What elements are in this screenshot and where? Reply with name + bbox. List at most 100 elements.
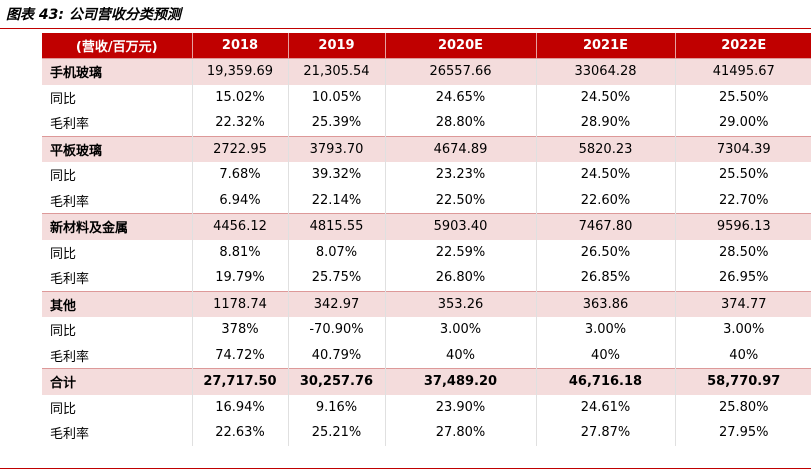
table-cell: 8.81% — [192, 239, 289, 265]
table-cell: 21,305.54 — [288, 58, 386, 85]
row-label: 同比 — [42, 239, 193, 265]
table-cell: 5820.23 — [536, 135, 676, 162]
table-cell: 40% — [385, 342, 537, 369]
table-cell: 10.05% — [288, 84, 386, 110]
header-unit: (营收/百万元) — [42, 33, 193, 59]
row-label: 毛利率 — [42, 265, 193, 291]
table-cell: 3.00% — [723, 322, 765, 338]
table-cell: 22.32% — [192, 110, 289, 136]
table-cell: -70.90% — [288, 317, 386, 343]
row-label: 毛利率 — [42, 110, 193, 136]
table-row: 毛利率 19.79% 25.75% 26.80% 26.85% 26.95% — [42, 265, 811, 291]
row-label: 同比 — [42, 84, 193, 110]
table-row: 毛利率 6.94% 22.14% 22.50% 22.60% 22.70% — [42, 187, 811, 214]
table-cell: 4456.12 — [192, 213, 289, 240]
row-label: 同比 — [42, 317, 193, 343]
table-row: 毛利率 22.32% 25.39% 28.80% 28.90% 29.00% — [42, 110, 811, 136]
table-cell: 27.95% — [718, 425, 769, 441]
table-cell: 4815.55 — [288, 213, 386, 240]
table-cell: 25.50% — [718, 167, 769, 183]
row-label: 毛利率 — [42, 342, 193, 369]
table-cell: 24.61% — [536, 394, 676, 420]
table-cell: 25.80% — [718, 399, 769, 415]
table-cell: 6.94% — [192, 187, 289, 214]
row-label: 平板玻璃 — [42, 135, 193, 162]
table-cell: 26.85% — [536, 265, 676, 291]
table-cell: 16.94% — [192, 394, 289, 420]
table-cell: 9596.13 — [675, 213, 811, 240]
table-cell: 5903.40 — [385, 213, 537, 240]
table-cell: 19.79% — [192, 265, 289, 291]
table-cell: 22.50% — [385, 187, 537, 214]
table-cell: 7.68% — [192, 162, 289, 188]
table-cell: 25.21% — [288, 420, 386, 446]
header-2019: 2019 — [288, 33, 386, 59]
table-cell: 374.77 — [675, 290, 811, 317]
row-label: 同比 — [42, 394, 193, 420]
table-cell: 29.00% — [718, 115, 769, 131]
table-cell: 7304.39 — [675, 135, 811, 162]
row-label: 同比 — [42, 162, 193, 188]
table-cell: 30,257.76 — [288, 368, 386, 395]
table-row: 其他 1178.74 342.97 353.26 363.86 374.77 — [42, 290, 811, 317]
table-cell: 22.70% — [718, 192, 769, 208]
table-cell: 3.00% — [536, 317, 676, 343]
table-row: 同比 7.68% 39.32% 23.23% 24.50% 25.50% — [42, 162, 811, 188]
table-cell: 353.26 — [385, 290, 537, 317]
caption-divider — [0, 28, 811, 29]
table-cell: 24.65% — [385, 84, 537, 110]
table-cell: 22.14% — [288, 187, 386, 214]
table-row: 毛利率 22.63% 25.21% 27.80% 27.87% 27.95% — [42, 420, 811, 446]
header-2018: 2018 — [192, 33, 289, 59]
header-2020e: 2020E — [385, 33, 537, 59]
table-header-row: (营收/百万元) 2018 2019 2020E 2021E 2022E — [42, 33, 811, 59]
table-cell: 15.02% — [192, 84, 289, 110]
figure-caption: 图表 43: 公司营收分类预测 — [6, 7, 181, 23]
table-row: 手机玻璃 19,359.69 21,305.54 26557.66 33064.… — [42, 58, 811, 85]
row-label: 毛利率 — [42, 187, 193, 214]
table-cell: 26.80% — [385, 265, 537, 291]
header-2021e: 2021E — [536, 33, 676, 59]
table-cell: 24.50% — [536, 162, 676, 188]
table-cell: 40% — [729, 347, 759, 363]
table-cell: 378% — [192, 317, 289, 343]
table-cell: 37,489.20 — [385, 368, 537, 395]
table-cell: 22.63% — [192, 420, 289, 446]
row-label: 合计 — [42, 368, 193, 395]
table-cell: 74.72% — [192, 342, 289, 369]
table-cell: 23.23% — [385, 162, 537, 188]
table-row: 同比 16.94% 9.16% 23.90% 24.61% 25.80% — [42, 394, 811, 420]
table-cell: 40.79% — [288, 342, 386, 369]
table-row: 同比 15.02% 10.05% 24.65% 24.50% 25.50% — [42, 84, 811, 110]
row-label: 毛利率 — [42, 420, 193, 446]
table-cell: 46,716.18 — [536, 368, 676, 395]
table-row: 同比 8.81% 8.07% 22.59% 26.50% 28.50% — [42, 239, 811, 265]
table-cell: 28.50% — [718, 244, 769, 260]
table-cell: 19,359.69 — [192, 58, 289, 85]
table-cell: 4674.89 — [385, 135, 537, 162]
row-label: 手机玻璃 — [42, 58, 193, 85]
table-cell: 27.80% — [385, 420, 537, 446]
table-cell: 40% — [536, 342, 676, 369]
table-cell: 8.07% — [288, 239, 386, 265]
row-label: 新材料及金属 — [42, 213, 193, 240]
table-row: 平板玻璃 2722.95 3793.70 4674.89 5820.23 730… — [42, 135, 811, 162]
table-cell: 25.50% — [718, 89, 769, 105]
table-cell: 27.87% — [536, 420, 676, 446]
table-cell: 2722.95 — [192, 135, 289, 162]
table-cell: 7467.80 — [536, 213, 676, 240]
table-row: 同比 378% -70.90% 3.00% 3.00% 3.00% — [42, 317, 811, 343]
table-cell: 28.80% — [385, 110, 537, 136]
table-cell: 23.90% — [385, 394, 537, 420]
table-cell: 26.95% — [718, 270, 769, 286]
table-cell: 1178.74 — [192, 290, 289, 317]
table-cell: 28.90% — [536, 110, 676, 136]
footer-divider — [0, 468, 811, 469]
table-cell: 27,717.50 — [192, 368, 289, 395]
table-cell: 363.86 — [536, 290, 676, 317]
table-cell: 3793.70 — [288, 135, 386, 162]
table-cell: 41495.67 — [675, 58, 811, 85]
row-label: 其他 — [42, 290, 193, 317]
table-cell: 9.16% — [288, 394, 386, 420]
table-row: 毛利率 74.72% 40.79% 40% 40% 40% — [42, 342, 811, 369]
